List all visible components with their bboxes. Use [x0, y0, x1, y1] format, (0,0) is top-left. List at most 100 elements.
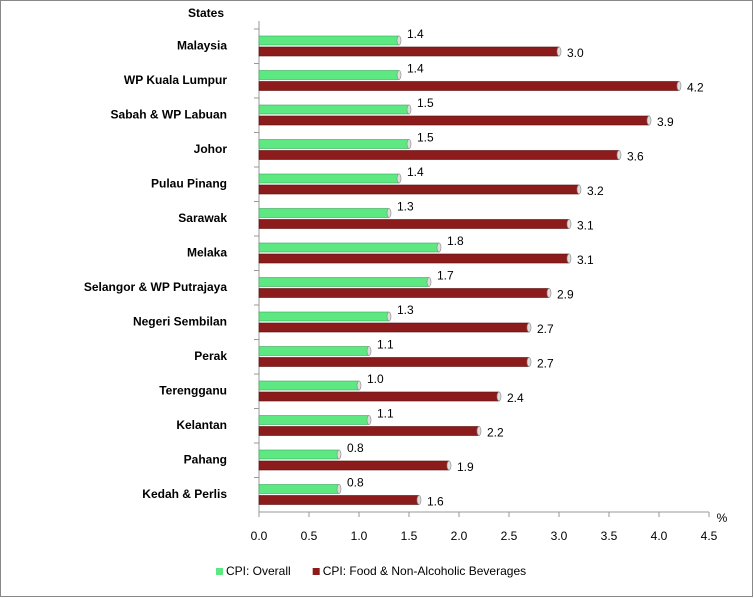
y-tick-label: Malaysia — [177, 38, 227, 52]
bar-cap — [366, 415, 372, 425]
bar — [258, 426, 480, 436]
bar-cap — [566, 219, 572, 229]
bar — [258, 460, 450, 471]
bar-cap — [406, 139, 412, 149]
y-axis-title: States — [188, 6, 224, 20]
value-label: 1.3 — [397, 303, 414, 317]
value-label: 2.7 — [537, 357, 554, 371]
value-label: 1.4 — [407, 165, 424, 179]
bar-cap — [496, 391, 502, 402]
value-label: 0.8 — [347, 476, 364, 490]
value-label: 4.2 — [687, 81, 704, 95]
bar-cap — [396, 70, 402, 80]
bar — [258, 495, 420, 505]
value-label: 2.9 — [557, 288, 574, 302]
bar-cap — [386, 208, 392, 218]
bar — [258, 173, 400, 184]
bar — [258, 322, 530, 333]
value-label: 1.4 — [407, 27, 424, 41]
value-label: 1.9 — [457, 460, 474, 474]
value-label: 1.6 — [427, 495, 444, 509]
y-tick-label: Terengganu — [159, 383, 227, 397]
value-label: 3.6 — [627, 150, 644, 164]
bar-cap — [336, 484, 342, 494]
value-label: 3.0 — [567, 46, 584, 60]
y-tick-label: Selangor & WP Putrajaya — [84, 280, 227, 294]
value-label: 1.1 — [377, 407, 394, 421]
bar-cap — [396, 35, 402, 46]
bar — [258, 139, 410, 149]
bar — [258, 219, 570, 229]
bar — [258, 380, 360, 391]
y-tick-label: Pulau Pinang — [151, 176, 227, 190]
bar-cap — [436, 242, 442, 253]
x-tick-label: 1.5 — [401, 529, 418, 543]
y-tick-label: Sabah & WP Labuan — [111, 107, 227, 121]
y-tick-label: Johor — [194, 142, 228, 156]
value-label: 1.0 — [367, 372, 384, 386]
bar — [258, 253, 570, 264]
bar — [258, 449, 340, 460]
x-tick-label: 2.5 — [501, 529, 518, 543]
bar-cap — [446, 460, 452, 471]
bar — [258, 277, 430, 287]
value-label: 1.8 — [447, 234, 464, 248]
value-label: 3.1 — [577, 219, 594, 233]
bar-cap — [426, 277, 432, 287]
x-tick-label: 4.0 — [651, 529, 668, 543]
x-tick-label: 3.0 — [551, 529, 568, 543]
value-label: 3.1 — [577, 253, 594, 267]
y-tick-label: Kelantan — [176, 418, 227, 432]
y-tick-label: WP Kuala Lumpur — [124, 73, 227, 87]
value-label: 1.7 — [437, 269, 454, 283]
bar — [258, 104, 410, 115]
bar-cap — [546, 288, 552, 298]
y-tick-label: Perak — [194, 349, 227, 363]
bar — [258, 311, 390, 322]
value-label: 3.9 — [657, 115, 674, 129]
bar — [258, 208, 390, 218]
bar-cap — [526, 322, 532, 333]
bar — [258, 346, 370, 356]
bar — [258, 81, 680, 91]
value-label: 3.2 — [587, 184, 604, 198]
value-label: 2.4 — [507, 391, 524, 405]
x-axis-title: % — [717, 511, 728, 525]
bar — [258, 288, 550, 298]
value-label: 2.2 — [487, 426, 504, 440]
bar-cap — [576, 184, 582, 195]
y-tick-label: Kedah & Perlis — [142, 487, 227, 501]
bar — [258, 46, 560, 57]
y-tick-label: Pahang — [184, 452, 227, 466]
bar-cap — [366, 346, 372, 356]
bar — [258, 70, 400, 80]
x-tick-label: 1.0 — [351, 529, 368, 543]
y-tick-label: Negeri Sembilan — [133, 314, 227, 328]
bar — [258, 415, 370, 425]
value-label: 2.7 — [537, 322, 554, 336]
bar — [258, 484, 340, 494]
x-tick-label: 2.0 — [451, 529, 468, 543]
bar-cap — [526, 357, 532, 367]
bar — [258, 242, 440, 253]
bar-cap — [356, 380, 362, 391]
x-tick-label: 0.0 — [251, 529, 268, 543]
bar — [258, 184, 580, 195]
bar — [258, 357, 530, 367]
bar-cap — [676, 81, 682, 91]
bar-cap — [566, 253, 572, 264]
bar-cap — [406, 104, 412, 115]
bar-cap — [396, 173, 402, 184]
x-tick-label: 4.5 — [701, 529, 718, 543]
bar-cap — [476, 426, 482, 436]
value-label: 1.5 — [417, 96, 434, 110]
value-label: 1.5 — [417, 131, 434, 145]
x-tick-label: 3.5 — [601, 529, 618, 543]
bar-cap — [646, 115, 652, 126]
legend-label: CPI: Food & Non-Alcoholic Beverages — [323, 564, 526, 578]
bar-cap — [616, 150, 622, 160]
bar — [258, 35, 400, 46]
bar-cap — [416, 495, 422, 505]
value-label: 1.3 — [397, 200, 414, 214]
